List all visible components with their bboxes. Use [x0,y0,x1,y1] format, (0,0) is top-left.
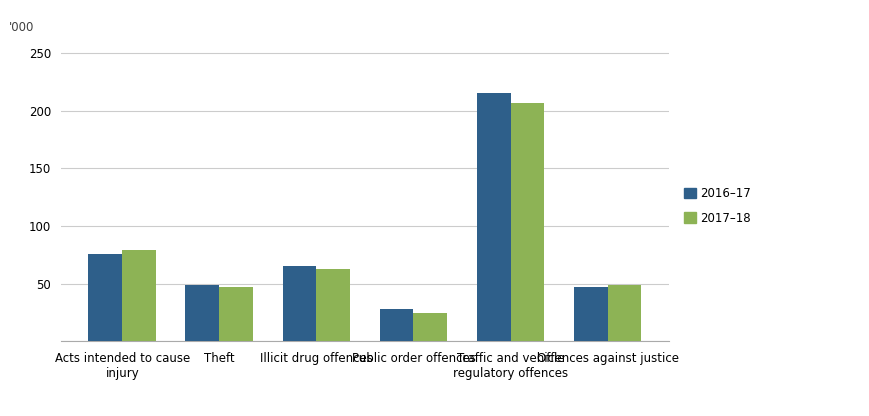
Bar [414,314,448,341]
Bar [607,285,641,341]
Bar [282,266,316,341]
Bar [510,103,545,341]
Bar [220,287,254,341]
Bar [316,269,350,341]
Bar [476,94,510,341]
Legend: 2016–17, 2017–18: 2016–17, 2017–18 [684,187,751,225]
Bar [574,287,607,341]
Bar [185,285,220,341]
Bar [89,254,123,341]
Text: '000: '000 [10,21,35,34]
Bar [380,309,414,341]
Bar [123,250,156,341]
